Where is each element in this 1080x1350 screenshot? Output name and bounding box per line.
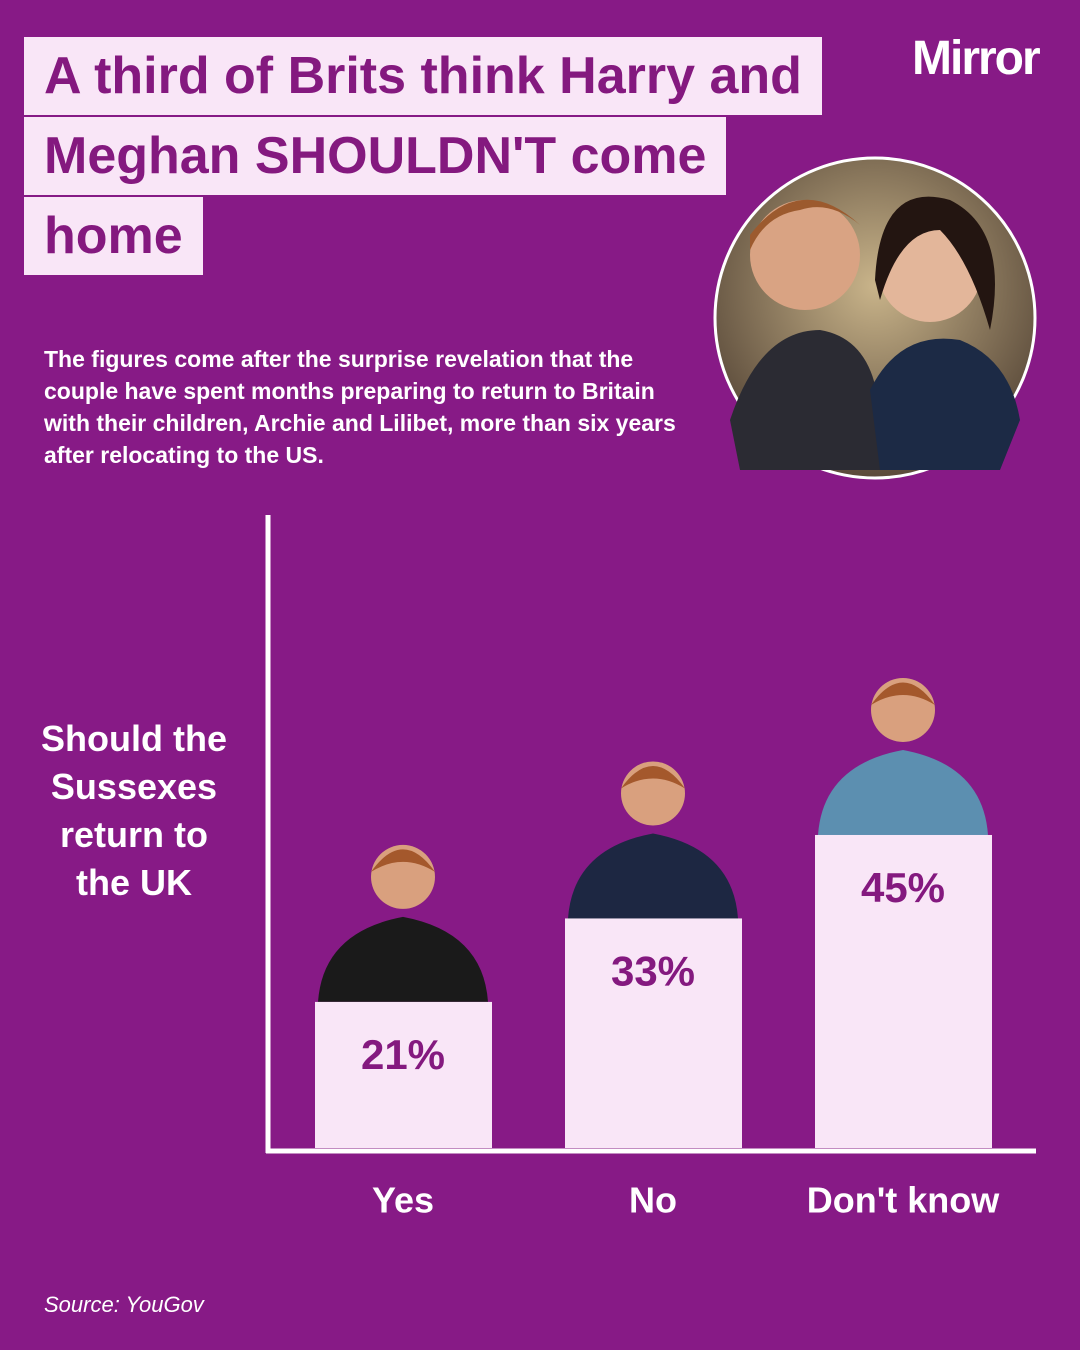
x-tick-label: No <box>629 1180 677 1221</box>
couple-photo <box>713 156 1037 480</box>
person-body <box>568 833 738 919</box>
person-body <box>318 916 488 1002</box>
source-note: Source: YouGov <box>44 1292 204 1317</box>
person-photo <box>318 844 488 1002</box>
person-body <box>818 749 988 835</box>
person-hair <box>871 682 935 705</box>
value-label: 33% <box>611 948 695 995</box>
y-axis-label: Should the Sussexes return to the UK <box>41 718 227 903</box>
logo: Mirror <box>912 32 1041 85</box>
person-hair <box>371 849 435 872</box>
person-photo <box>568 761 738 919</box>
value-label: 21% <box>361 1031 445 1078</box>
bar <box>315 1001 492 1148</box>
chart-subtitle: The figures come after the surprise reve… <box>44 346 676 468</box>
person-hair <box>621 765 685 789</box>
chart-title-text: A third of Brits think Harry and Meghan … <box>24 37 822 275</box>
chart-title: A third of Brits think Harry and Meghan … <box>24 36 874 276</box>
value-label: 45% <box>861 864 945 911</box>
bar <box>565 918 742 1148</box>
person-photo <box>818 677 988 835</box>
bar <box>815 834 992 1148</box>
x-tick-label: Don't know <box>807 1180 1001 1221</box>
x-tick-label: Yes <box>372 1180 434 1221</box>
